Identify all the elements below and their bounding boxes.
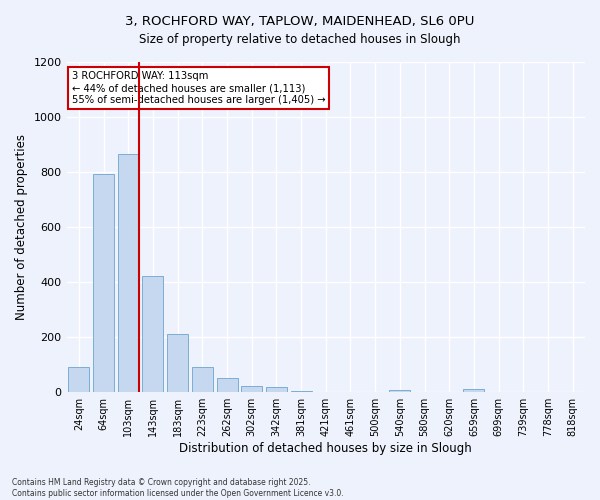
Bar	[389, 390, 410, 392]
X-axis label: Distribution of detached houses by size in Slough: Distribution of detached houses by size …	[179, 442, 472, 455]
Bar	[266, 386, 287, 392]
Bar	[93, 174, 114, 392]
Text: 3 ROCHFORD WAY: 113sqm
← 44% of detached houses are smaller (1,113)
55% of semi-: 3 ROCHFORD WAY: 113sqm ← 44% of detached…	[72, 72, 325, 104]
Bar	[217, 378, 238, 392]
Bar	[68, 368, 89, 392]
Bar	[192, 368, 213, 392]
Y-axis label: Number of detached properties: Number of detached properties	[15, 134, 28, 320]
Bar	[290, 391, 311, 392]
Bar	[142, 276, 163, 392]
Text: Size of property relative to detached houses in Slough: Size of property relative to detached ho…	[139, 32, 461, 46]
Text: 3, ROCHFORD WAY, TAPLOW, MAIDENHEAD, SL6 0PU: 3, ROCHFORD WAY, TAPLOW, MAIDENHEAD, SL6…	[125, 15, 475, 28]
Bar	[118, 154, 139, 392]
Text: Contains HM Land Registry data © Crown copyright and database right 2025.
Contai: Contains HM Land Registry data © Crown c…	[12, 478, 344, 498]
Bar	[167, 334, 188, 392]
Bar	[241, 386, 262, 392]
Bar	[463, 389, 484, 392]
